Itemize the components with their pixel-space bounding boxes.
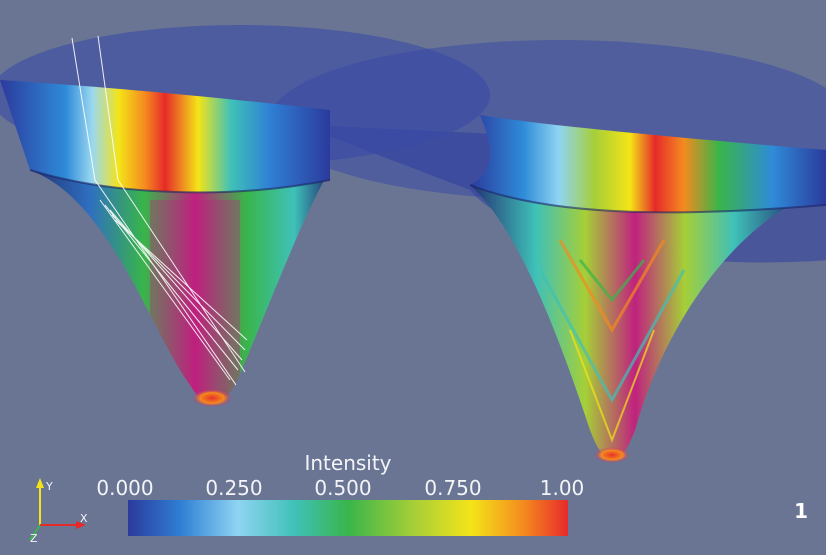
colorbar-gradient	[128, 500, 568, 536]
panel-label: 1	[794, 499, 808, 523]
colorbar: Intensity 0.000 0.250 0.500 0.750 1.00	[96, 451, 584, 536]
left-funnel	[0, 25, 490, 407]
colorbar-tick: 0.750	[424, 476, 481, 500]
axis-x-label: X	[80, 512, 88, 525]
colorbar-title: Intensity	[304, 451, 391, 475]
ray-bundle	[71, 35, 248, 386]
colorbar-tick: 0.500	[314, 476, 371, 500]
orientation-axes: Y X Z	[29, 478, 88, 545]
colorbar-tick: 0.000	[96, 476, 153, 500]
colorbar-tick: 1.00	[540, 476, 585, 500]
axis-z-label: Z	[30, 532, 38, 545]
colorbar-tick: 0.250	[205, 476, 262, 500]
axis-y-label: Y	[45, 480, 53, 493]
